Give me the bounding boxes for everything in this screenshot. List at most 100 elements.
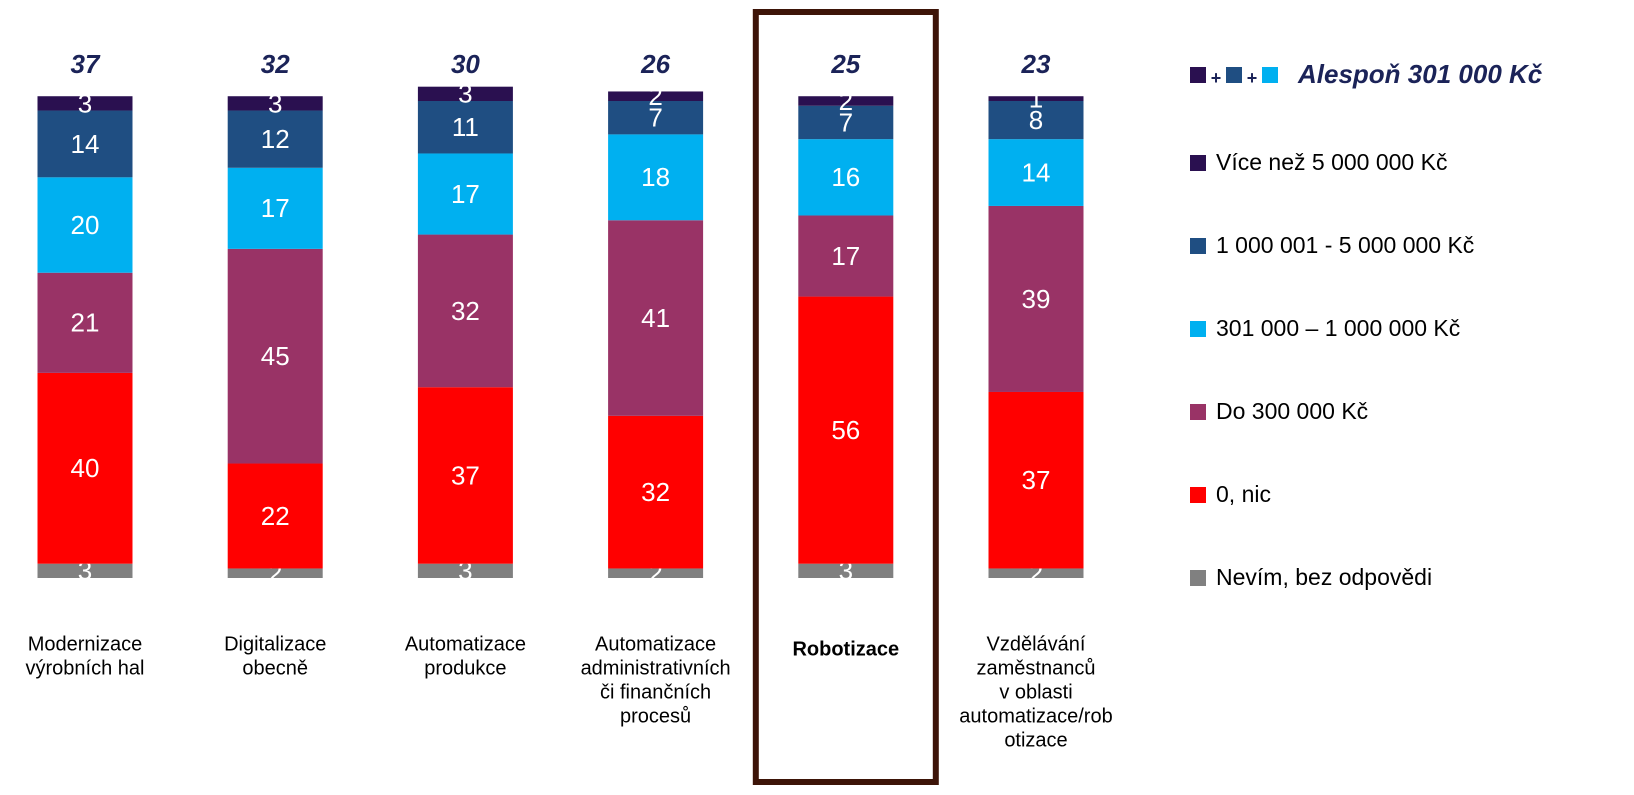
legend-label: 0, nic bbox=[1216, 481, 1271, 507]
value-label: 39 bbox=[1022, 284, 1051, 314]
value-label: 3 bbox=[458, 79, 472, 109]
legend-label: Nevím, bez odpovědi bbox=[1216, 564, 1432, 590]
value-label: 45 bbox=[261, 341, 290, 371]
bar-segment bbox=[227, 248, 323, 464]
value-label: 22 bbox=[261, 501, 290, 531]
bar-segment bbox=[988, 101, 1084, 140]
bar-segment bbox=[37, 96, 133, 111]
category-label: či finančních bbox=[600, 681, 711, 703]
total-label: 26 bbox=[640, 49, 670, 79]
legend-plus: + bbox=[1247, 68, 1258, 88]
bar-segment bbox=[37, 372, 133, 564]
bar-segment bbox=[798, 96, 894, 106]
legend-swatch bbox=[1190, 487, 1206, 503]
value-label: 37 bbox=[1022, 465, 1051, 495]
legend-swatch bbox=[1190, 67, 1206, 83]
category-label: výrobních hal bbox=[26, 657, 145, 679]
total-label: 30 bbox=[451, 49, 480, 79]
bar-segment bbox=[37, 272, 133, 373]
total-label: 23 bbox=[1021, 49, 1051, 79]
legend-label: Alespoň 301 000 Kč bbox=[1297, 59, 1543, 89]
total-label: 37 bbox=[71, 49, 101, 79]
value-label: 12 bbox=[261, 124, 290, 154]
category-label: Digitalizace bbox=[224, 633, 326, 655]
bar-segment bbox=[988, 205, 1084, 392]
category-label: v oblasti bbox=[999, 681, 1072, 703]
category-label: Automatizace bbox=[595, 633, 716, 655]
legend-swatch bbox=[1190, 155, 1206, 171]
bar-segment bbox=[417, 387, 513, 564]
value-label: 3 bbox=[268, 88, 282, 118]
legend-swatch bbox=[1190, 570, 1206, 586]
value-label: 2 bbox=[839, 86, 853, 116]
value-label: 16 bbox=[831, 162, 860, 192]
bar-segment bbox=[608, 568, 704, 578]
legend-label: Více než 5 000 000 Kč bbox=[1216, 149, 1447, 175]
category-label: Automatizace bbox=[405, 633, 526, 655]
bar-segment bbox=[798, 139, 894, 216]
value-label: 7 bbox=[648, 103, 662, 133]
bar-segment bbox=[37, 563, 133, 578]
bar-segment bbox=[608, 101, 704, 135]
value-label: 17 bbox=[831, 241, 860, 271]
bar-segment bbox=[417, 101, 513, 154]
bar-segment bbox=[608, 220, 704, 416]
value-label: 40 bbox=[71, 453, 100, 483]
value-label: 1 bbox=[1029, 83, 1043, 113]
bar-segment bbox=[608, 134, 704, 221]
bar-segment bbox=[417, 563, 513, 578]
value-label: 14 bbox=[1022, 157, 1051, 187]
value-label: 11 bbox=[452, 112, 479, 142]
bar-segment bbox=[988, 391, 1084, 569]
bar-segment bbox=[798, 105, 894, 140]
value-label: 7 bbox=[839, 107, 853, 137]
bar-segment bbox=[227, 463, 323, 569]
category-label: otizace bbox=[1004, 729, 1067, 751]
category-label: obecně bbox=[242, 657, 308, 679]
value-label: 41 bbox=[641, 303, 670, 333]
category-label: Vzdělávání bbox=[987, 633, 1086, 655]
legend-swatch bbox=[1190, 238, 1206, 254]
bar-segment bbox=[37, 110, 133, 178]
bar-segment bbox=[798, 296, 894, 564]
bar-segment bbox=[988, 568, 1084, 578]
bar-segment bbox=[227, 568, 323, 578]
value-label: 21 bbox=[71, 308, 100, 338]
bar-segment bbox=[417, 153, 513, 235]
legend-label: 301 000 – 1 000 000 Kč bbox=[1216, 315, 1460, 341]
bar-segment bbox=[798, 215, 894, 297]
bar-segment bbox=[608, 91, 704, 101]
value-label: 14 bbox=[71, 129, 100, 159]
value-label: 18 bbox=[641, 162, 670, 192]
value-label: 17 bbox=[261, 193, 290, 223]
legend-swatch bbox=[1190, 321, 1206, 337]
highlight-box bbox=[752, 9, 939, 785]
category-label: produkce bbox=[424, 657, 506, 679]
value-label: 8 bbox=[1029, 105, 1043, 135]
legend-swatch bbox=[1190, 404, 1206, 420]
bar-segment bbox=[798, 563, 894, 578]
legend-swatch bbox=[1226, 67, 1242, 83]
category-label: procesů bbox=[620, 705, 691, 727]
bar-segment bbox=[227, 167, 323, 249]
value-label: 3 bbox=[78, 88, 92, 118]
legend-label: Do 300 000 Kč bbox=[1216, 398, 1368, 424]
category-label: Modernizace bbox=[28, 633, 143, 655]
bar-segment bbox=[608, 415, 704, 569]
total-label: 25 bbox=[830, 49, 860, 79]
category-label: administrativních bbox=[581, 657, 731, 679]
value-label: 37 bbox=[451, 460, 480, 490]
category-label: Robotizace bbox=[792, 638, 899, 660]
value-label: 56 bbox=[831, 415, 860, 445]
bar-segment bbox=[988, 139, 1084, 206]
value-label: 2 bbox=[648, 81, 662, 111]
value-label: 17 bbox=[451, 179, 480, 209]
legend-swatch bbox=[1262, 67, 1278, 83]
value-label: 20 bbox=[71, 210, 100, 240]
value-label: 32 bbox=[641, 477, 670, 507]
category-label: zaměstnanců bbox=[977, 657, 1096, 679]
value-label: 32 bbox=[451, 296, 480, 326]
legend-label: 1 000 001 - 5 000 000 Kč bbox=[1216, 232, 1474, 258]
bar-segment bbox=[988, 96, 1084, 101]
